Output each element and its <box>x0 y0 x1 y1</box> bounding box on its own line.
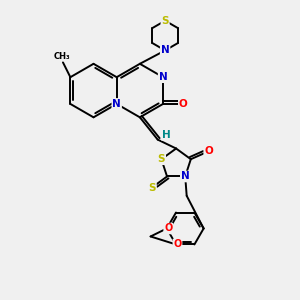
Text: O: O <box>173 239 181 249</box>
Text: O: O <box>179 99 188 109</box>
Text: N: N <box>161 45 170 56</box>
Text: S: S <box>158 154 165 164</box>
Text: N: N <box>181 172 190 182</box>
Text: N: N <box>112 99 121 109</box>
Text: S: S <box>148 183 156 194</box>
Text: O: O <box>204 146 213 156</box>
Text: CH₃: CH₃ <box>54 52 70 61</box>
Text: O: O <box>164 224 172 233</box>
Text: N: N <box>159 72 167 82</box>
Text: H: H <box>162 130 170 140</box>
Text: S: S <box>161 16 169 26</box>
